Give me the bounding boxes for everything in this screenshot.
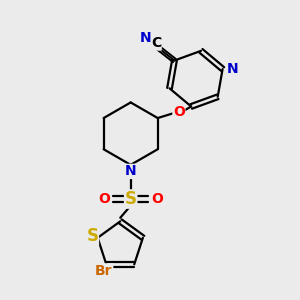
Text: S: S — [125, 190, 137, 208]
Text: O: O — [151, 192, 163, 206]
Text: S: S — [86, 227, 98, 245]
Text: N: N — [125, 164, 136, 178]
Text: Br: Br — [95, 264, 113, 278]
Text: O: O — [173, 105, 185, 119]
Text: N: N — [226, 62, 238, 76]
Text: C: C — [151, 36, 161, 50]
Text: O: O — [99, 192, 110, 206]
Text: N: N — [140, 31, 151, 45]
